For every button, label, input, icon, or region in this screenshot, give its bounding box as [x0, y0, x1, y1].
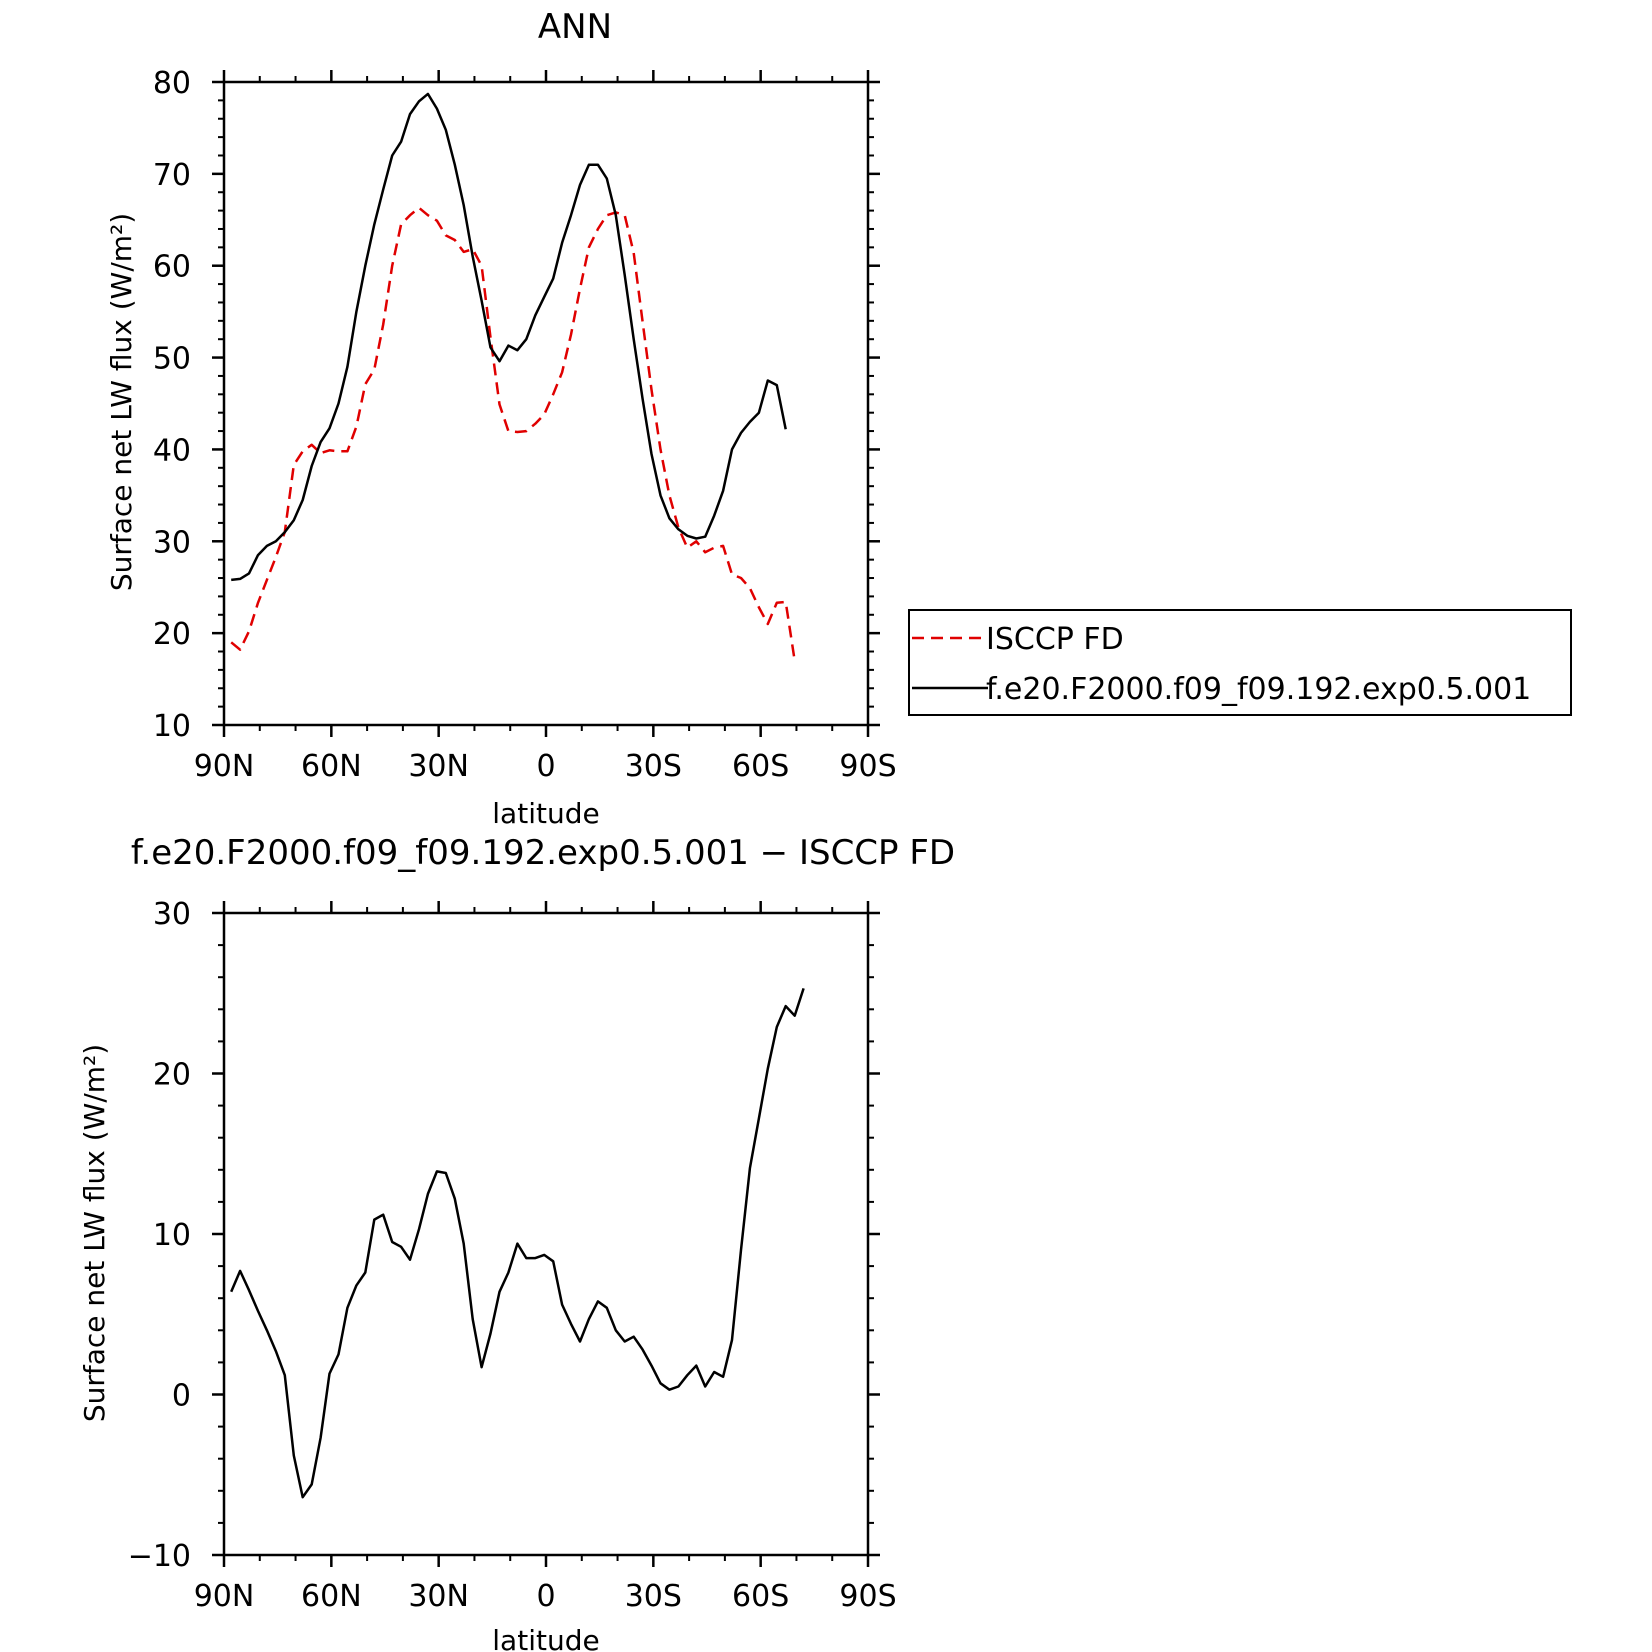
top-x-axis-label: latitude — [492, 797, 599, 830]
bottom-panel: f.e20.F2000.f09_f09.192.exp0.5.001 − ISC… — [78, 833, 955, 1652]
legend-label-isccp-fd: ISCCP FD — [986, 622, 1124, 657]
top-y-tick-label: 70 — [153, 158, 191, 193]
top-x-tick-label: 60N — [301, 749, 362, 784]
bottom-x-axis-label: latitude — [492, 1624, 599, 1652]
top-y-tick-label: 10 — [153, 709, 191, 744]
bottom-x-tick-label: 0 — [536, 1579, 555, 1614]
bottom-ticks-layer: 90N 60N 30N 0 30S 60S 90S −10 0 10 20 30 — [128, 897, 897, 1614]
top-series-layer — [230, 92, 796, 661]
bottom-series-line-difference — [230, 988, 805, 1499]
top-series-line-isccp-fd — [230, 206, 796, 661]
top-x-tick-label: 90N — [194, 749, 255, 784]
bottom-y-tick-label: 30 — [153, 897, 191, 932]
top-x-tick-label: 0 — [536, 749, 555, 784]
bottom-y-axis-label: Surface net LW flux (W/m²) — [78, 1044, 111, 1422]
bottom-x-tick-label: 30N — [408, 1579, 469, 1614]
top-y-tick-label: 40 — [153, 433, 191, 468]
bottom-x-tick-label: 60N — [301, 1579, 362, 1614]
legend-box — [908, 609, 1572, 716]
bottom-y-tick-label: 10 — [153, 1218, 191, 1253]
top-panel: ANN 90N 60N 30N 0 30S 60S 90S1020304050607080 … — [105, 7, 1572, 830]
bottom-y-tick-label: 20 — [153, 1058, 191, 1093]
top-ticks-layer: 90N 60N 30N 0 30S 60S 90S 10 20 30 40 50 60 70 80 — [153, 66, 897, 784]
bottom-x-tick-label: 30S — [625, 1579, 682, 1614]
top-x-tick-label: 30N — [408, 749, 469, 784]
top-y-tick-label: 80 — [153, 66, 191, 101]
top-y-axis-label: Surface net LW flux (W/m²) — [105, 213, 138, 591]
bottom-x-tick-label: 90N — [194, 1579, 255, 1614]
top-x-tick-label: 30S — [625, 749, 682, 784]
bottom-y-tick-label: −10 — [128, 1539, 191, 1574]
top-y-tick-label: 20 — [153, 617, 191, 652]
bottom-x-tick-label: 60S — [732, 1579, 789, 1614]
top-y-tick-label: 50 — [153, 342, 191, 377]
top-plot-frame — [222, 80, 870, 727]
top-y-tick-label: 30 — [153, 525, 191, 560]
top-x-tick-label: 90S — [839, 749, 896, 784]
bottom-plot-frame — [222, 911, 870, 1557]
bottom-chart-title: f.e20.F2000.f09_f09.192.exp0.5.001 − ISC… — [131, 833, 955, 873]
top-y-tick-label: 60 — [153, 250, 191, 285]
bottom-series-layer — [230, 988, 805, 1499]
top-series-line-model — [231, 92, 787, 582]
legend-label-model: f.e20.F2000.f09_f09.192.exp0.5.001 — [986, 672, 1531, 707]
top-chart-title: ANN — [538, 7, 612, 47]
legend: ISCCP FD f.e20.F2000.f09_f09.192.exp0.5.… — [908, 609, 1572, 716]
top-x-tick-label: 60S — [732, 749, 789, 784]
bottom-x-tick-label: 90S — [839, 1579, 896, 1614]
bottom-y-tick-label: 0 — [172, 1379, 191, 1414]
